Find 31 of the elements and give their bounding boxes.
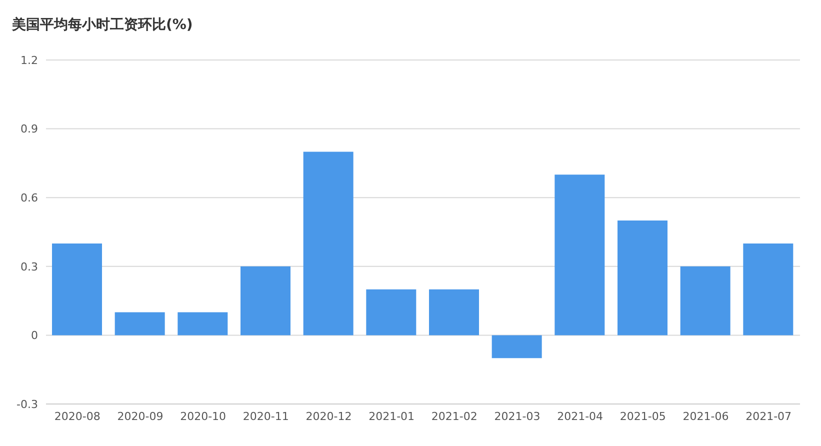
x-tick-label: 2021-06	[682, 410, 729, 423]
bar	[303, 152, 354, 336]
y-tick-label: 0.9	[20, 122, 38, 136]
x-tick-label: 2020-10	[180, 410, 226, 423]
bar	[178, 312, 228, 336]
bar	[366, 289, 416, 336]
x-tick-label: 2021-05	[620, 410, 666, 423]
x-tick-label: 2020-08	[54, 410, 100, 423]
x-tick-label: 2020-09	[117, 410, 164, 423]
y-tick-label: 1.2	[20, 54, 38, 67]
x-tick-label: 2020-12	[306, 410, 352, 423]
y-tick-label: 0.6	[20, 192, 38, 205]
y-tick-label: 0	[31, 329, 38, 342]
x-tick-label: 2021-02	[431, 410, 478, 423]
bar	[240, 266, 290, 336]
bar	[554, 174, 605, 336]
bar	[680, 266, 730, 336]
bar	[492, 335, 542, 358]
bar	[114, 312, 165, 336]
bar	[618, 220, 668, 336]
x-tick-label: 2021-04	[557, 410, 604, 423]
chart-title: 美国平均每小时工资环比(%)	[10, 16, 194, 35]
x-tick-label: 2021-07	[746, 410, 792, 423]
y-tick-label: 0.3	[20, 260, 38, 274]
x-tick-label: 2020-11	[242, 410, 289, 423]
y-tick-label: -0.3	[16, 398, 38, 411]
bar	[429, 289, 479, 336]
bar	[743, 243, 794, 336]
x-tick-label: 2021-01	[368, 410, 415, 423]
x-tick-label: 2021-03	[494, 410, 540, 423]
bar	[52, 243, 102, 336]
